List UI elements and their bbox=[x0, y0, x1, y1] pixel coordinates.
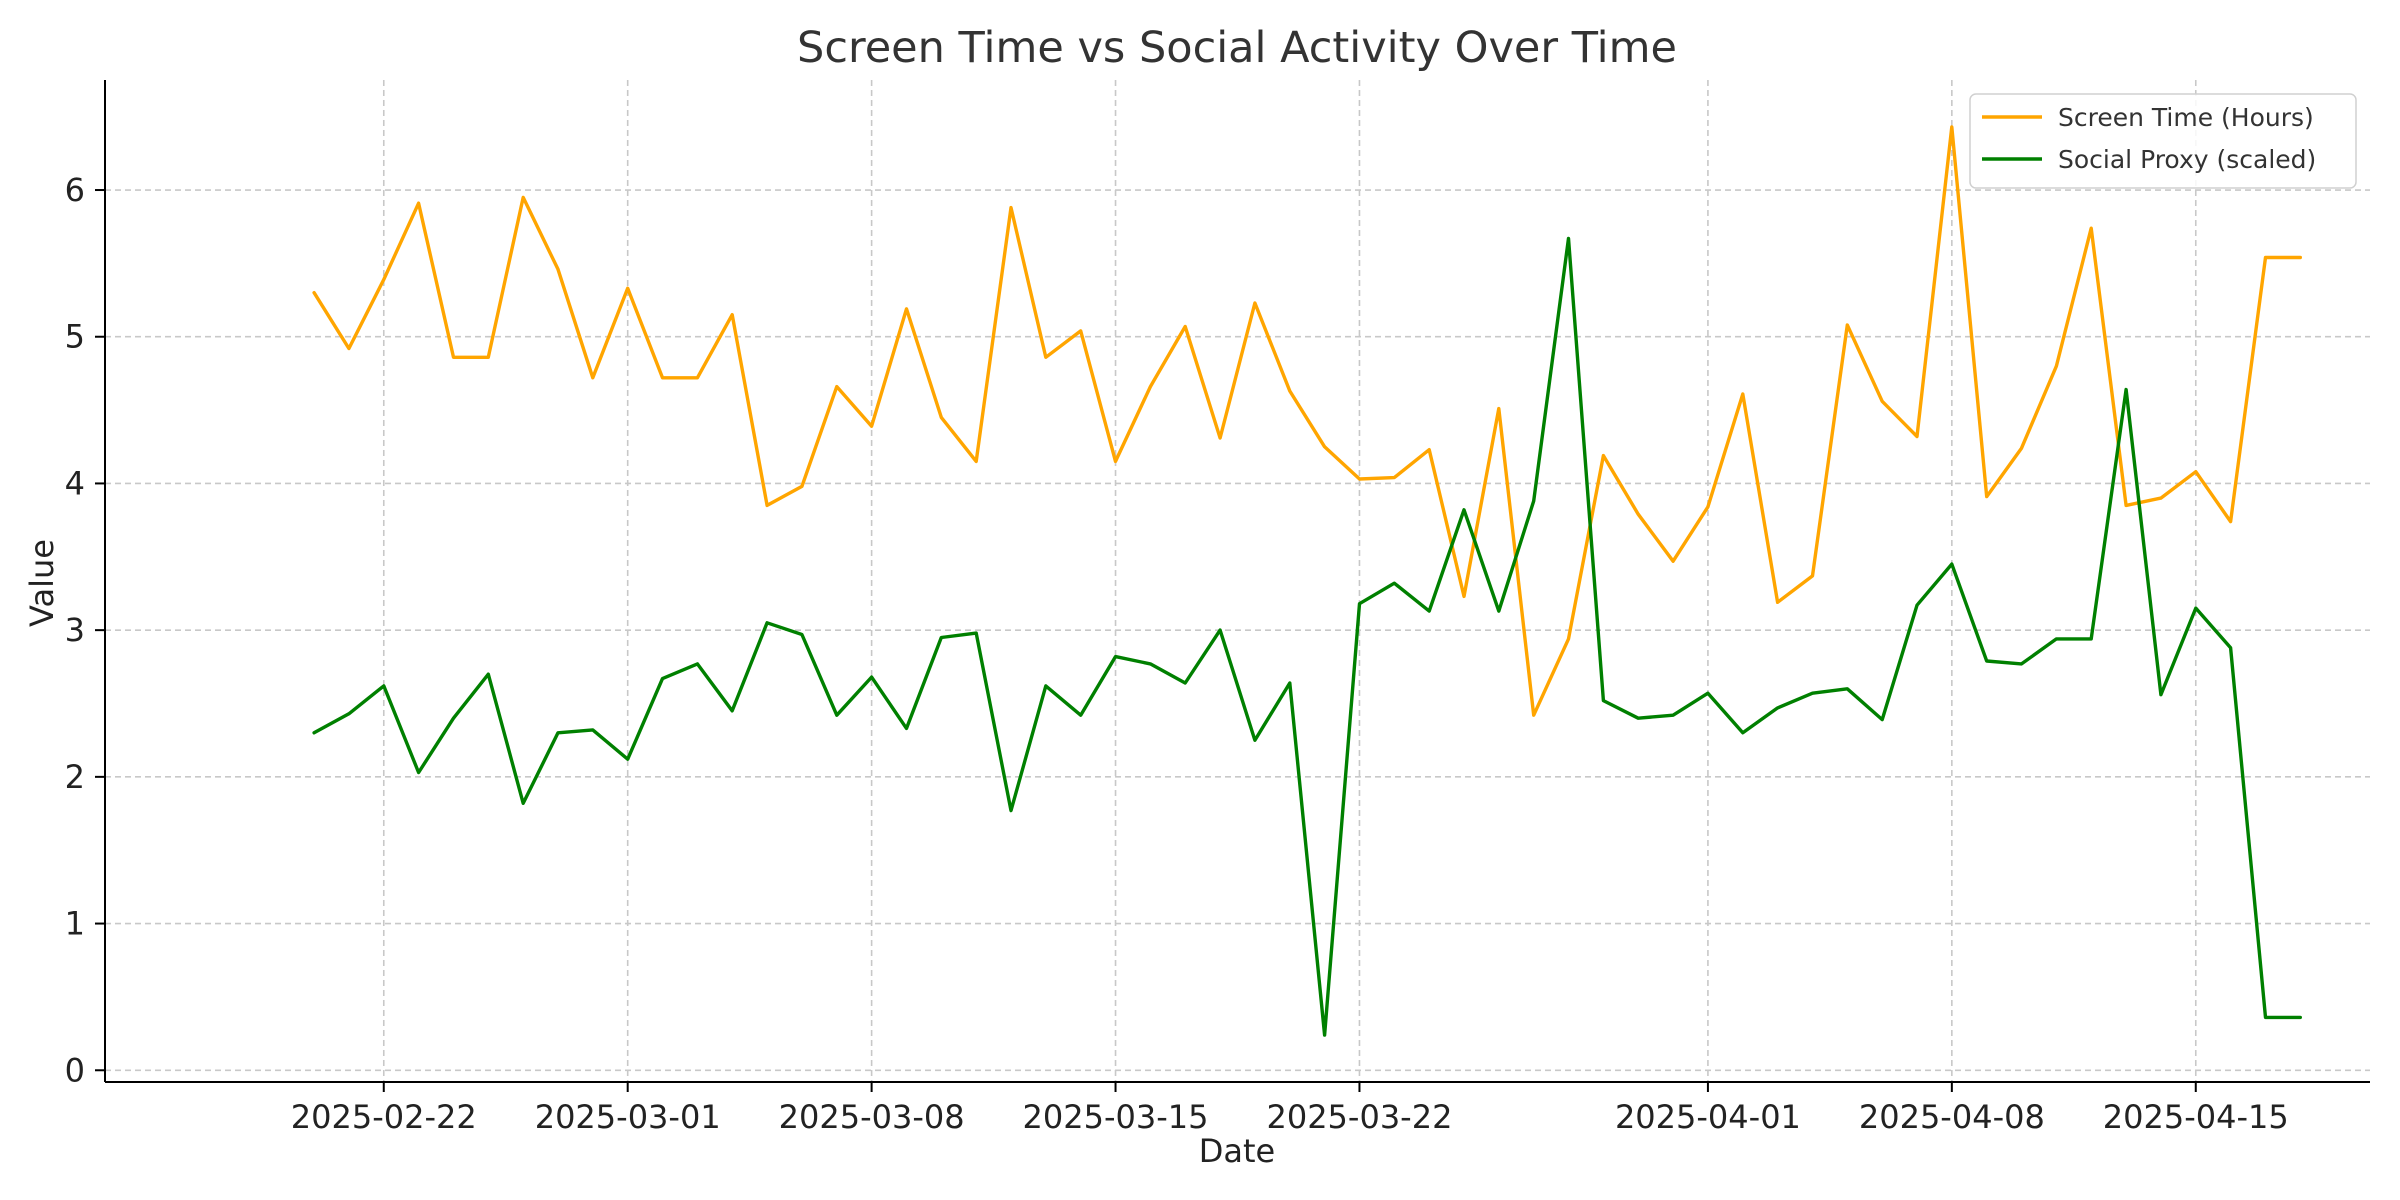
series-line-social-proxy bbox=[312, 236, 2303, 1037]
series-line-screen-time bbox=[312, 125, 2303, 717]
x-tick-label: 2025-02-22 bbox=[291, 1098, 477, 1136]
y-tick-label: 4 bbox=[65, 464, 85, 502]
x-tick-label: 2025-03-15 bbox=[1023, 1098, 1209, 1136]
legend: Screen Time (Hours) Social Proxy (scaled… bbox=[1969, 93, 2357, 189]
y-tick-label: 6 bbox=[65, 171, 85, 209]
y-tick-label: 5 bbox=[65, 318, 85, 356]
legend-label-social-proxy: Social Proxy (scaled) bbox=[2058, 145, 2316, 174]
x-tick-label: 2025-03-08 bbox=[779, 1098, 965, 1136]
y-tick-label: 1 bbox=[65, 905, 85, 943]
x-tick-label: 2025-04-15 bbox=[2103, 1098, 2289, 1136]
y-tick-label: 2 bbox=[65, 758, 85, 796]
x-tick-label: 2025-03-01 bbox=[535, 1098, 721, 1136]
series-layer bbox=[312, 125, 2303, 1037]
x-axis-label: Date bbox=[1199, 1132, 1275, 1170]
x-tick-label: 2025-04-08 bbox=[1859, 1098, 2045, 1136]
grid bbox=[105, 80, 2370, 1082]
legend-box bbox=[1969, 93, 2357, 189]
x-tick-label: 2025-03-22 bbox=[1266, 1098, 1452, 1136]
x-axis-ticks: 2025-02-22 2025-03-01 2025-03-08 2025-03-15… bbox=[291, 1082, 2289, 1136]
x-tick-label: 2025-04-01 bbox=[1615, 1098, 1801, 1136]
y-tick-label: 3 bbox=[65, 611, 85, 649]
legend-label-screen-time: Screen Time (Hours) bbox=[2058, 103, 2314, 132]
y-axis-label: Value bbox=[23, 539, 61, 627]
y-tick-label: 0 bbox=[65, 1051, 85, 1089]
chart-title: Screen Time vs Social Activity Over Time bbox=[797, 23, 1677, 73]
y-axis-ticks: 0 1 2 3 4 5 6 bbox=[65, 171, 105, 1089]
